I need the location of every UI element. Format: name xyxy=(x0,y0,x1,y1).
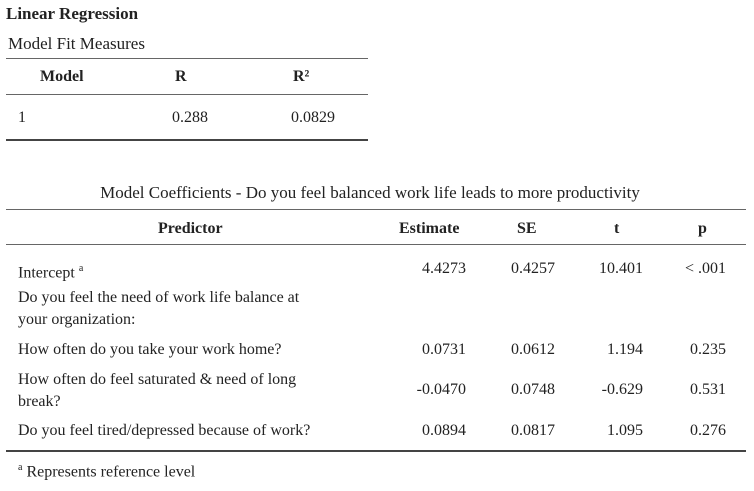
row-se: 0.0748 xyxy=(511,381,555,398)
intercept-p: < .001 xyxy=(684,260,726,277)
footnote: a Represents reference level xyxy=(18,462,195,481)
row-label-line1: How often do you take your work home? xyxy=(18,341,282,358)
intercept-se: 0.4257 xyxy=(511,260,555,277)
row-estimate: 0.0894 xyxy=(422,422,466,439)
group-label-line1: Do you feel the need of work life balanc… xyxy=(18,289,300,306)
intercept-t: 10.401 xyxy=(599,260,643,277)
fit-cell-model: 1 xyxy=(18,109,26,126)
fit-header-r2: R² xyxy=(293,68,310,85)
row-p: 0.235 xyxy=(690,341,726,358)
row-label-line1: How often do feel saturated & need of lo… xyxy=(18,371,297,388)
row-estimate: 0.0731 xyxy=(422,341,466,358)
row-t: 1.095 xyxy=(607,422,643,439)
page-title: Linear Regression xyxy=(6,4,139,23)
table-row: Do you feel tired/depressed because of w… xyxy=(18,420,310,442)
coef-header-rule xyxy=(6,244,746,245)
row-se: 0.0817 xyxy=(511,422,555,439)
coef-table-caption: Model Coefficients - Do you feel balance… xyxy=(100,183,640,202)
fit-bottom-rule xyxy=(6,139,368,141)
fit-header-r: R xyxy=(175,68,187,85)
row-se: 0.0612 xyxy=(511,341,555,358)
fit-header-model: Model xyxy=(40,68,84,85)
intercept-footnote-marker: a xyxy=(78,263,84,274)
fit-table-caption: Model Fit Measures xyxy=(8,34,145,53)
row-label-line2: break? xyxy=(18,393,61,410)
coef-header-estimate: Estimate xyxy=(399,220,460,237)
coef-header-t: t xyxy=(614,220,620,237)
row-p: 0.531 xyxy=(690,381,726,398)
row-t: 1.194 xyxy=(607,341,643,358)
fit-cell-r2: 0.0829 xyxy=(291,109,335,126)
group-label: Do you feel the need of work life balanc… xyxy=(18,287,299,331)
coefficients-table: Predictor Estimate SE t p Intercept a 4.… xyxy=(6,209,746,453)
coef-bottom-rule xyxy=(6,450,746,452)
footnote-marker: a xyxy=(18,462,23,473)
intercept-estimate: 4.4273 xyxy=(422,260,466,277)
row-t: -0.629 xyxy=(601,381,643,398)
footnote-text: Represents reference level xyxy=(26,463,196,481)
row-label-line1: Do you feel tired/depressed because of w… xyxy=(18,422,311,439)
fit-cell-r: 0.288 xyxy=(172,109,208,126)
intercept-label: Intercept a xyxy=(18,258,83,284)
coef-header-se: SE xyxy=(517,220,537,237)
coef-header-predictor: Predictor xyxy=(158,220,223,237)
row-p: 0.276 xyxy=(690,422,726,439)
coef-header-p: p xyxy=(698,220,707,237)
fit-header-rule xyxy=(6,94,368,95)
table-row: How often do feel saturated & need of lo… xyxy=(18,369,296,413)
coef-top-rule xyxy=(6,209,746,210)
fit-top-rule xyxy=(6,58,368,59)
group-label-line2: your organization: xyxy=(18,311,136,328)
intercept-label-text: Intercept xyxy=(18,264,75,282)
row-estimate: -0.0470 xyxy=(416,381,466,398)
table-row: How often do you take your work home? xyxy=(18,339,282,361)
